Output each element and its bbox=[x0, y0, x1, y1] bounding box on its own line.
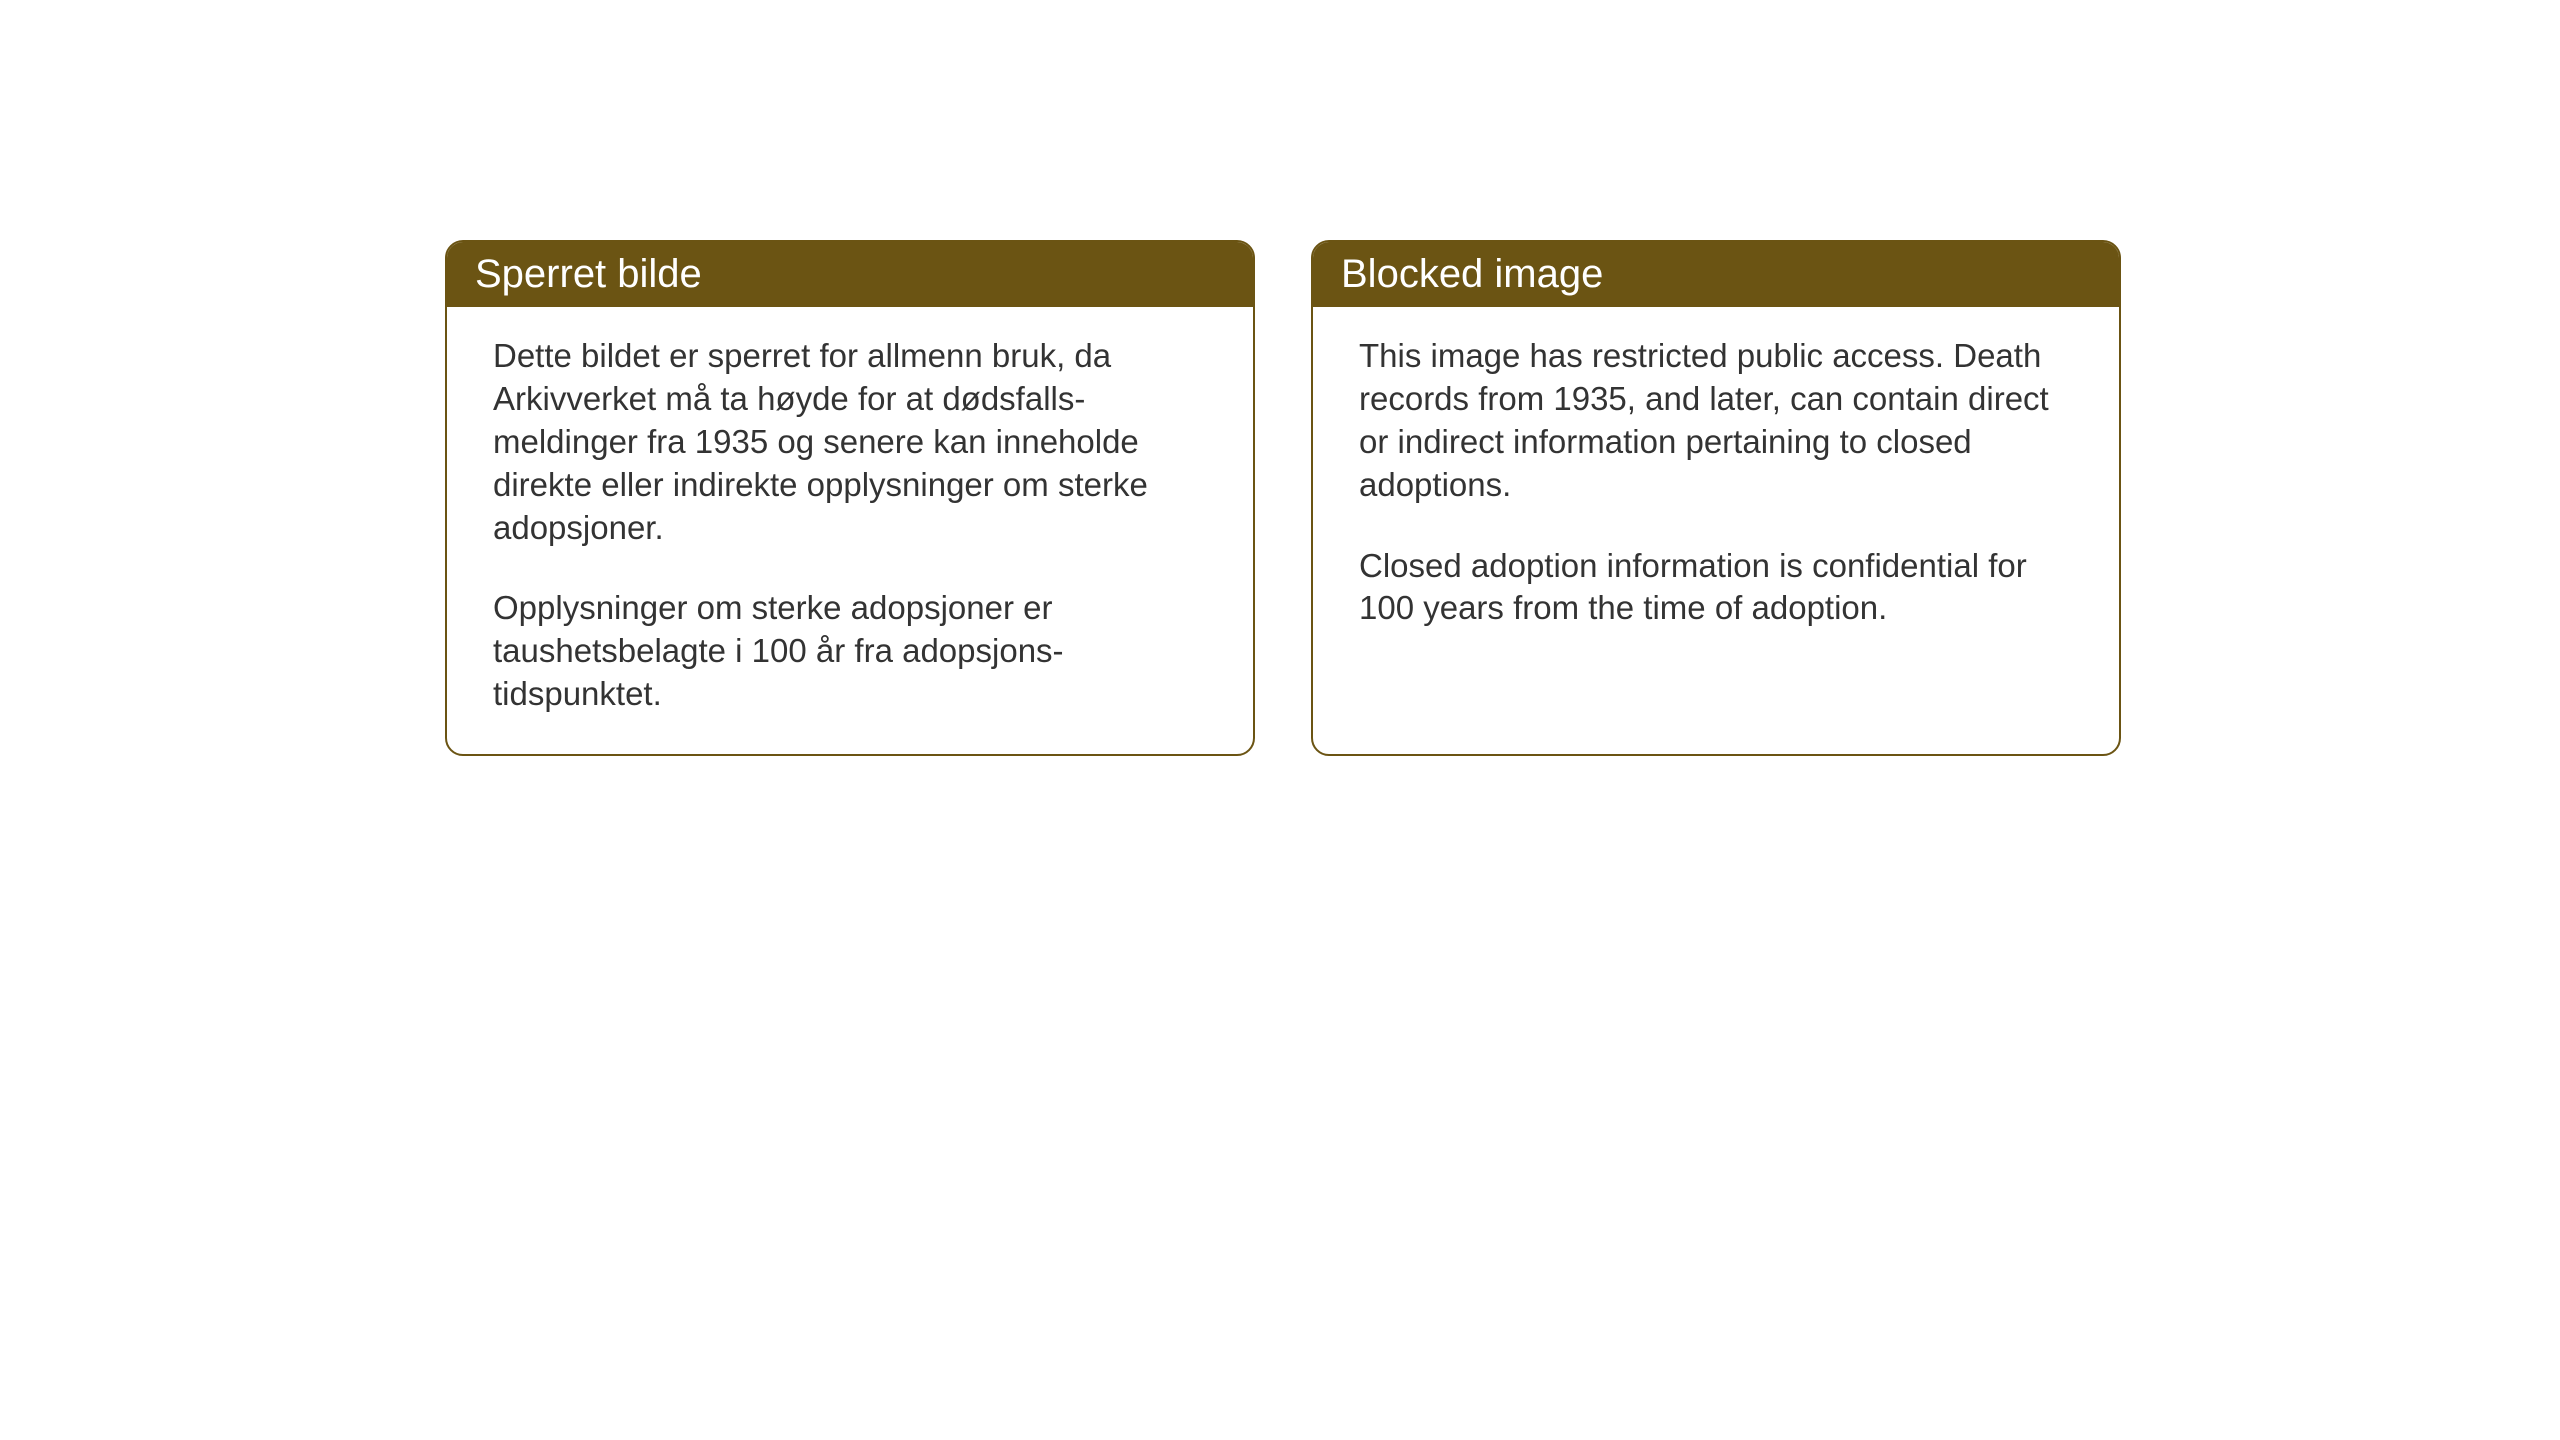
notice-body-norwegian: Dette bildet er sperret for allmenn bruk… bbox=[447, 307, 1253, 754]
notice-paragraph-1: Dette bildet er sperret for allmenn bruk… bbox=[493, 335, 1207, 549]
notice-header-norwegian: Sperret bilde bbox=[447, 242, 1253, 307]
notice-paragraph-2: Opplysninger om sterke adopsjoner er tau… bbox=[493, 587, 1207, 716]
notice-box-norwegian: Sperret bilde Dette bildet er sperret fo… bbox=[445, 240, 1255, 756]
notice-paragraph-2: Closed adoption information is confident… bbox=[1359, 545, 2073, 631]
notice-body-english: This image has restricted public access.… bbox=[1313, 307, 2119, 668]
notice-paragraph-1: This image has restricted public access.… bbox=[1359, 335, 2073, 507]
notice-header-english: Blocked image bbox=[1313, 242, 2119, 307]
notice-container: Sperret bilde Dette bildet er sperret fo… bbox=[445, 240, 2121, 756]
notice-box-english: Blocked image This image has restricted … bbox=[1311, 240, 2121, 756]
